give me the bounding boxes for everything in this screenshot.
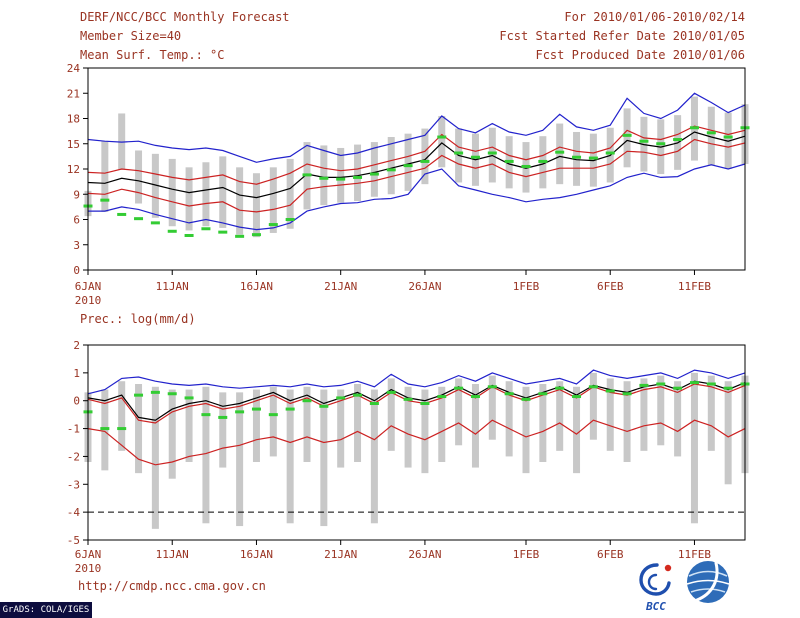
y-tick-label: 24: [67, 62, 81, 75]
grads-stamp: GrADS: COLA/IGES: [0, 602, 92, 618]
x-tick-label: 21JAN: [324, 280, 357, 293]
y-tick-label: 3: [73, 239, 80, 252]
series-upper-tercile: [87, 383, 746, 424]
y-tick-label: 2: [73, 339, 80, 352]
ncc-logo: [682, 556, 734, 612]
x-tick-label: 11FEB: [678, 548, 711, 561]
series-lower-tercile: [87, 419, 746, 466]
y-tick-label: 6: [73, 214, 80, 227]
x-tick-label: 26JAN: [408, 280, 441, 293]
member-size-label: Member Size=40: [80, 29, 182, 43]
series-observation-green-dashes: [83, 126, 750, 238]
y-tick-label: 0: [73, 395, 80, 408]
produced-date-label: Fcst Produced Date 2010/01/06: [535, 48, 745, 62]
series-ensemble-median: [87, 131, 746, 199]
y-tick-label: 1: [73, 367, 80, 380]
x-tick-label: 11JAN: [156, 280, 189, 293]
y-tick-label: 15: [67, 138, 80, 151]
x-tick-label: 1FEB: [513, 548, 540, 561]
y-tick-label: -2: [67, 450, 80, 463]
y-tick-label: -5: [67, 534, 80, 547]
x-tick-label: 1FEB: [513, 280, 540, 293]
y-tick-label: 21: [67, 87, 80, 100]
series-ensemble-mean: [87, 380, 746, 421]
series-upper-tercile: [87, 125, 746, 185]
x-tick-label: 21JAN: [324, 548, 357, 561]
forecast-period: For 2010/01/06-2010/02/14: [564, 10, 745, 24]
series-ensemble-min: [88, 163, 746, 231]
y-tick-label: 9: [73, 188, 80, 201]
website-url: http://cmdp.ncc.cma.gov.cn: [78, 579, 266, 593]
x-tick-label: 6JAN: [75, 280, 102, 293]
forecast-title: DERF/NCC/BCC Monthly Forecast: [80, 10, 290, 24]
bcc-logo-label: BCC: [645, 600, 666, 613]
y-tick-label: 12: [67, 163, 80, 176]
temp-chart-title: Mean Surf. Temp.: °C: [80, 48, 225, 62]
refer-date-label: Fcst Started Refer Date 2010/01/05: [499, 29, 745, 43]
series-ensemble-max: [87, 369, 746, 395]
y-tick-label: -1: [67, 423, 80, 436]
ensemble-spread-bars: [84, 96, 749, 238]
x-tick-label: 6FEB: [597, 548, 624, 561]
ensemble-spread-bars: [84, 372, 749, 529]
x-tick-label: 6FEB: [597, 280, 624, 293]
bcc-swirl-icon: [639, 563, 672, 596]
series-ensemble-max: [87, 92, 746, 163]
y-tick-label: -4: [67, 506, 81, 519]
y-tick-label: 18: [67, 113, 80, 126]
plot-frame: [87, 344, 746, 541]
bcc-logo: BCC: [636, 560, 676, 618]
x-tick-year-label: 2010: [75, 294, 102, 307]
x-tick-label: 16JAN: [240, 548, 273, 561]
x-tick-label: 6JAN: [75, 548, 102, 561]
y-tick-label: -3: [67, 478, 80, 491]
x-tick-label: 11FEB: [678, 280, 711, 293]
x-tick-year-label: 2010: [75, 562, 102, 575]
y-tick-label: 0: [73, 264, 80, 277]
series-lower-tercile: [87, 138, 746, 213]
precip-chart-title: Prec.: log(mm/d): [80, 312, 196, 326]
x-tick-label: 26JAN: [408, 548, 441, 561]
x-tick-label: 11JAN: [156, 548, 189, 561]
x-tick-label: 16JAN: [240, 280, 273, 293]
ncc-globe-icon: [686, 561, 730, 603]
